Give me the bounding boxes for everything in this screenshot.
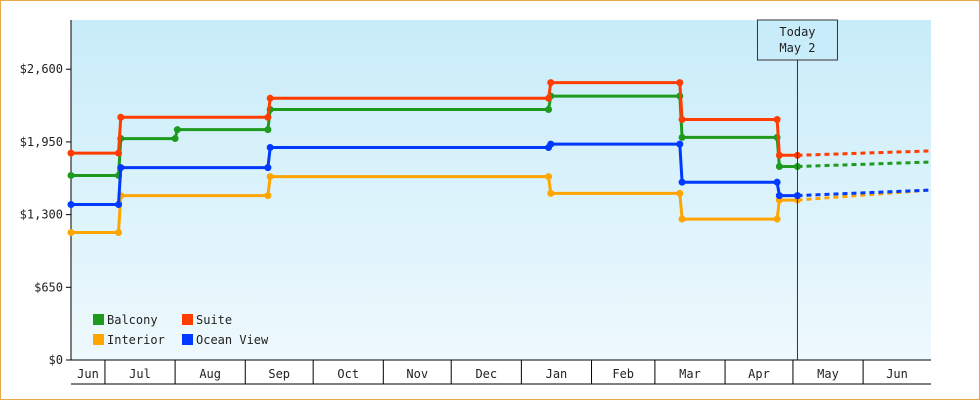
legend-swatch xyxy=(182,334,193,345)
data-point xyxy=(266,144,274,151)
data-point xyxy=(678,116,686,124)
legend-label: Ocean View xyxy=(196,333,269,347)
legend-label: Interior xyxy=(107,333,165,347)
data-point xyxy=(117,113,125,121)
data-point xyxy=(676,189,684,197)
data-point xyxy=(115,229,123,236)
data-point xyxy=(545,105,553,113)
data-point xyxy=(547,140,555,148)
data-point xyxy=(115,149,123,157)
x-tick-label: Aug xyxy=(199,367,221,381)
x-tick-label: Sep xyxy=(268,367,290,381)
x-tick-label: Jun xyxy=(886,367,908,381)
data-point xyxy=(547,189,555,197)
data-point xyxy=(115,201,123,209)
data-point xyxy=(67,201,75,209)
series-ocean-view xyxy=(67,140,932,209)
data-point xyxy=(266,173,274,181)
today-marker: Today May 2 xyxy=(756,19,838,360)
legend-label: Suite xyxy=(196,313,232,327)
x-tick-label: Jan xyxy=(546,367,568,381)
data-point xyxy=(676,140,684,148)
data-point xyxy=(67,149,75,157)
x-tick-label: Mar xyxy=(679,367,701,381)
series-suite xyxy=(67,79,932,159)
data-point xyxy=(264,126,272,134)
data-point xyxy=(676,79,684,87)
data-point xyxy=(173,126,181,134)
data-point xyxy=(775,163,783,171)
data-point xyxy=(266,94,274,102)
data-point xyxy=(773,116,781,124)
today-box xyxy=(756,19,838,61)
data-point xyxy=(775,151,783,159)
x-tick-label: Dec xyxy=(475,367,497,381)
x-tick-label: Jun xyxy=(77,367,99,381)
data-point xyxy=(773,178,781,186)
legend-item-suite: Suite xyxy=(182,313,232,327)
legend-label: Balcony xyxy=(107,313,158,327)
projection-line xyxy=(797,160,932,168)
legend-swatch xyxy=(182,314,193,325)
data-point xyxy=(264,164,272,172)
data-point xyxy=(67,171,75,179)
y-tick-label: $0 xyxy=(49,353,63,367)
x-tick-label: Oct xyxy=(337,367,359,381)
series-line xyxy=(71,94,798,177)
data-point xyxy=(678,215,686,223)
data-point xyxy=(264,113,272,121)
axes: $0 $650 $1,300 $1,950 $2,600 Jun Jul Aug Sep Oct N… xyxy=(20,20,931,385)
data-point xyxy=(547,79,555,87)
x-tick-label: Jul xyxy=(129,367,151,381)
legend-swatch xyxy=(93,334,104,345)
series-line xyxy=(71,81,798,157)
data-point xyxy=(117,164,125,172)
x-tick-label: Feb xyxy=(612,367,634,381)
legend-item-interior: Interior xyxy=(93,333,165,347)
projection-line xyxy=(797,188,932,198)
data-point xyxy=(545,173,553,181)
legend: Balcony Suite Interior Ocean View xyxy=(93,313,269,347)
projection-line xyxy=(797,149,932,157)
x-tick-label: Apr xyxy=(748,367,770,381)
data-point xyxy=(171,135,179,143)
y-tick-label: $1,300 xyxy=(20,208,63,222)
data-point xyxy=(545,94,553,102)
data-point xyxy=(678,133,686,141)
data-point xyxy=(775,192,783,200)
legend-item-ocean-view: Ocean View xyxy=(182,333,269,347)
today-label: Today xyxy=(779,25,815,39)
y-tick-label: $650 xyxy=(34,280,63,294)
y-tick-label: $1,950 xyxy=(20,135,63,149)
data-point xyxy=(67,229,75,236)
legend-swatch xyxy=(93,314,104,325)
data-point xyxy=(773,215,781,223)
series-layer xyxy=(67,79,932,236)
today-date: May 2 xyxy=(779,41,815,55)
data-point xyxy=(264,192,272,200)
data-point xyxy=(678,178,686,186)
y-tick-label: $2,600 xyxy=(20,62,63,76)
legend-item-balcony: Balcony xyxy=(93,313,158,327)
x-tick-label: May xyxy=(817,367,839,381)
x-tick-label: Nov xyxy=(406,367,428,381)
plot-area xyxy=(71,20,931,360)
